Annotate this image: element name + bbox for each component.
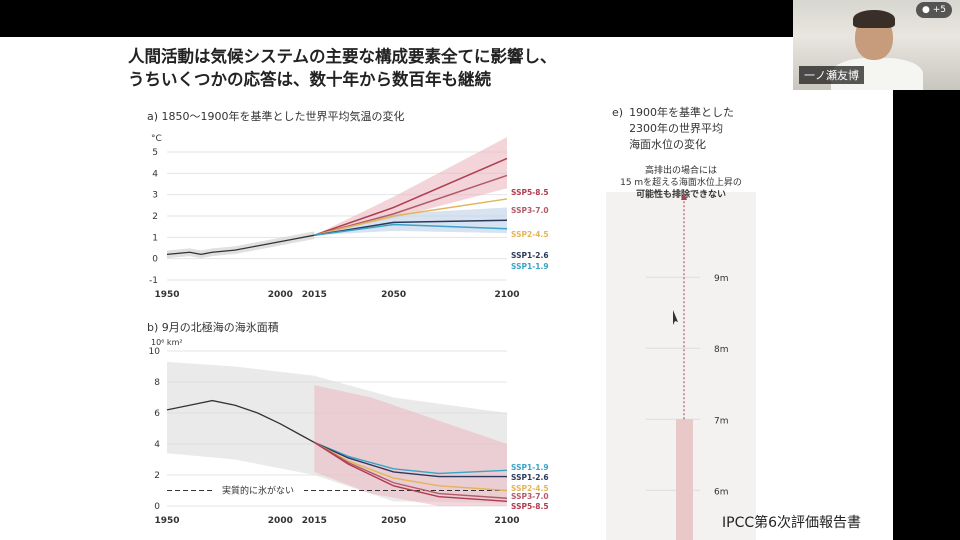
person-icon: ● xyxy=(921,5,930,15)
chart-b-y-tick: 2 xyxy=(154,471,160,481)
chart-b-y-tick: 8 xyxy=(154,378,160,388)
chart-e-y-tick: 8m xyxy=(714,345,729,355)
chart-a-y-tick: 4 xyxy=(152,169,158,179)
chart-b-y-tick: 4 xyxy=(154,440,160,450)
chart-b-annotation: 実質的に氷がない xyxy=(222,485,294,497)
chart-a-historical-band xyxy=(167,231,315,259)
chart-e-title: e) 1900年を基準とした 2300年の世界平均 海面水位の変化 xyxy=(612,106,735,151)
chart-b-y-unit: 10⁶ km² xyxy=(151,338,183,347)
chart-a-series-label: SSP1-1.9 xyxy=(511,262,549,271)
chart-a-line-ssp2-4.5 xyxy=(314,198,508,236)
chart-b-series-label: SSP2-4.5 xyxy=(511,484,549,493)
presentation-slide: 人間活動は気候システムの主要な構成要素全てに影響し、 うちいくつかの応答は、数十… xyxy=(0,37,893,540)
chart-e-note-line: 可能性も排除できない xyxy=(635,190,726,200)
chart-b-y-tick: 6 xyxy=(154,409,160,419)
chart-a-x-tick: 2015 xyxy=(302,290,327,300)
mouse-cursor-icon xyxy=(673,310,678,325)
chart-a-historical-line xyxy=(166,234,315,256)
chart-b-series-label: SSP1-2.6 xyxy=(511,473,549,482)
chart-b-line-ssp5-8.5 xyxy=(313,441,508,503)
chart-b-line-ssp1-1.9 xyxy=(314,441,508,475)
participant-name-tag: 一ノ瀬友博 xyxy=(799,66,864,84)
chart-e-note-line: 15 mを超える海面水位上昇の xyxy=(620,178,742,188)
chart-b-series-label: SSP5-8.5 xyxy=(511,502,549,511)
chart-b-ssp585-band xyxy=(314,385,507,506)
chart-e-title-line: 海面水位の変化 xyxy=(629,138,707,151)
chart-e-title-line: 2300年の世界平均 xyxy=(629,122,724,135)
chart-b-title: b) 9月の北極海の海氷面積 xyxy=(147,321,279,334)
participants-count: +5 xyxy=(932,5,946,15)
chart-e-sea-level: 9m 8m 7m 6m xyxy=(646,194,729,540)
chart-a-title: a) 1850～1900年を基準とした世界平均気温の変化 xyxy=(147,110,405,123)
chart-b-y-tick: 0 xyxy=(154,502,160,512)
chart-a-x-tick: 2100 xyxy=(494,290,519,300)
chart-a-line-ssp1-1.9 xyxy=(314,223,508,236)
chart-a-y-tick: 2 xyxy=(152,212,158,222)
chart-a-y-tick: 0 xyxy=(152,255,158,265)
chart-b-y-tick: 10 xyxy=(149,347,161,357)
chart-e-note-line: 高排出の場合には xyxy=(644,166,717,176)
chart-a-y-unit: °C xyxy=(151,134,162,144)
chart-a-x-tick: 2050 xyxy=(381,290,406,300)
chart-e-bar xyxy=(676,419,693,540)
chart-b-x-tick: 2100 xyxy=(494,516,519,526)
chart-a-series-label: SSP2-4.5 xyxy=(511,230,549,239)
chart-e-y-tick: 9m xyxy=(714,274,729,284)
chart-a-y-tick: 1 xyxy=(152,233,158,243)
chart-a-series-label: SSP3-7.0 xyxy=(511,206,549,215)
chart-e-title-line: 1900年を基準とした xyxy=(629,106,735,119)
chart-e-y-tick: 6m xyxy=(714,487,729,497)
chart-a-y-tick: 5 xyxy=(152,148,158,158)
chart-a-band-ssp5-8.5 xyxy=(314,137,507,236)
chart-b-series-label: SSP3-7.0 xyxy=(511,492,549,501)
chart-a-x-tick: 2000 xyxy=(268,290,293,300)
chart-a-y-tick: -1 xyxy=(149,276,158,286)
slide-title: 人間活動は気候システムの主要な構成要素全てに影響し、 うちいくつかの応答は、数十… xyxy=(128,45,557,91)
chart-b-x-tick: 1950 xyxy=(154,516,179,526)
chart-b-line-ssp1-2.6 xyxy=(314,441,507,478)
slide-title-line-1: 人間活動は気候システムの主要な構成要素全てに影響し、 xyxy=(128,47,557,66)
participant-video-tile[interactable]: ● +5 一ノ瀬友博 xyxy=(793,0,960,90)
chart-b-historical-line xyxy=(166,399,315,444)
source-credit: IPCC第6次評価報告書 xyxy=(722,515,862,531)
chart-b-x-tick: 2000 xyxy=(268,516,293,526)
participant-hair xyxy=(853,10,895,28)
slide-title-line-2: うちいくつかの応答は、数十年から数百年も継続 xyxy=(128,70,491,89)
chart-e-arrow-head xyxy=(681,194,687,200)
chart-b-line-ssp2-4.5 xyxy=(313,441,508,492)
chart-a-series-label: SSP5-8.5 xyxy=(511,188,549,197)
chart-b-x-tick: 2050 xyxy=(381,516,406,526)
participants-button[interactable]: ● +5 xyxy=(915,2,952,18)
chart-a-temperature: °C 5 4 3 2 1 0 -1 1950 2000 2015 2050 2100 SSP5-8.5 SS… xyxy=(149,134,549,300)
chart-b-series-label: SSP1-1.9 xyxy=(511,463,549,472)
chart-a-line-ssp5-8.5 xyxy=(314,157,508,236)
chart-a-x-tick: 1950 xyxy=(154,290,179,300)
chart-e-note: 高排出の場合には 15 mを超える海面水位上昇の 可能性も排除できない xyxy=(606,165,756,201)
chart-b-annotation-bg xyxy=(212,483,304,496)
chart-e-y-tick: 7m xyxy=(714,416,729,426)
chart-a-series-label: SSP1-2.6 xyxy=(511,251,549,260)
chart-a-y-tick: 3 xyxy=(152,191,158,201)
chart-b-line-ssp3-7.0 xyxy=(313,441,508,499)
chart-b-x-tick: 2015 xyxy=(302,516,327,526)
